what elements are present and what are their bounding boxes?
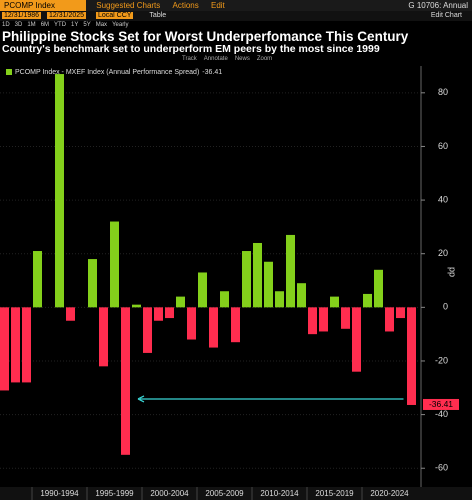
- y-axis-label: pp: [448, 267, 458, 277]
- bar: [121, 307, 130, 455]
- last-value-label: -36.41: [429, 399, 453, 409]
- period-button[interactable]: 3D: [14, 22, 23, 28]
- bar: [308, 307, 317, 335]
- x-tick-label: 1990-1994: [40, 489, 79, 498]
- bar: [352, 307, 361, 372]
- y-tick-label: 20: [438, 248, 448, 258]
- bar: [165, 307, 174, 319]
- bar: [33, 251, 42, 308]
- period-button[interactable]: 1M: [27, 22, 36, 28]
- bar: [374, 269, 383, 308]
- x-tick-label: 1995-1999: [95, 489, 134, 498]
- start-date[interactable]: 12/31/1986: [2, 12, 42, 19]
- legend-swatch: [6, 69, 12, 75]
- y-tick-label: 60: [438, 141, 448, 151]
- bar: [209, 307, 218, 348]
- bar: [143, 307, 152, 353]
- period-button[interactable]: YTD: [54, 22, 67, 28]
- chart: -60 -40 -20 0 20 40 60 80 pp 1990-1994 1995-1999 20…: [0, 66, 472, 500]
- bar: [11, 307, 20, 383]
- x-tick-label: 2000-2004: [150, 489, 189, 498]
- tool-button[interactable]: Zoom: [256, 56, 273, 62]
- menu-item[interactable]: Suggested Charts: [96, 1, 161, 10]
- bar: [110, 221, 119, 308]
- legend: PCOMP Index - MXEF Index (Annual Perform…: [6, 69, 222, 76]
- bar: [319, 307, 328, 332]
- tool-button[interactable]: Annotate: [203, 56, 228, 62]
- tool-bar: Track Annotate News Zoom: [182, 56, 279, 62]
- plot-background: [0, 66, 472, 500]
- period-button[interactable]: Yearly: [112, 22, 129, 28]
- chart-code: G 10706: Annual: [408, 1, 468, 10]
- currency[interactable]: Local CCY: [96, 12, 134, 19]
- tool-button[interactable]: Track: [182, 56, 197, 62]
- bar: [0, 307, 9, 391]
- bar: [396, 307, 405, 319]
- bar: [88, 259, 97, 308]
- bar: [330, 296, 339, 308]
- x-tick-label: 2005-2009: [205, 489, 244, 498]
- annotation-arrowhead: [137, 395, 145, 403]
- last-value-box: [423, 398, 459, 410]
- bar: [198, 272, 207, 308]
- bar: [176, 296, 185, 308]
- y-tick-label: -60: [435, 463, 448, 473]
- bar: [275, 291, 284, 308]
- period-button[interactable]: 6M: [40, 22, 50, 28]
- bar: [297, 283, 306, 308]
- bar: [231, 307, 240, 343]
- bar: [187, 307, 196, 340]
- date-bar: 12/31/1986 12/31/2025 Local CCY Table Ed…: [0, 11, 472, 21]
- bar: [22, 307, 31, 383]
- period-button[interactable]: 1Y: [71, 22, 79, 28]
- bar: [99, 307, 108, 367]
- bar: [132, 304, 141, 308]
- bar: [407, 307, 416, 405]
- bar: [385, 307, 394, 332]
- bar: [341, 307, 350, 329]
- tool-button[interactable]: News: [234, 56, 250, 62]
- y-tick-label: -40: [435, 409, 448, 419]
- x-tick-label: 2010-2014: [260, 489, 299, 498]
- table-button[interactable]: Table: [149, 12, 167, 19]
- period-button[interactable]: 1D: [2, 22, 10, 28]
- bar: [242, 251, 251, 308]
- bar: [154, 307, 163, 321]
- bar: [66, 307, 75, 321]
- legend-label: PCOMP Index - MXEF Index (Annual Perform…: [15, 69, 222, 76]
- edit-chart[interactable]: Edit Chart: [430, 12, 462, 19]
- period-button[interactable]: 5Y: [83, 22, 91, 28]
- y-tick-label: 0: [443, 302, 448, 312]
- end-date[interactable]: 12/31/2025: [47, 12, 87, 19]
- period-bar: 1D 3D 1M 6M YTD 1Y 5Y Max Yearly: [2, 21, 134, 30]
- bar: [253, 242, 262, 308]
- x-tick-label: 2020-2024: [370, 489, 409, 498]
- bar: [363, 293, 372, 308]
- legend-value: -36.41: [202, 69, 222, 76]
- bar: [286, 234, 295, 308]
- chart-subtitle: Country's benchmark set to underperform …: [2, 43, 380, 55]
- y-tick-label: 80: [438, 87, 448, 97]
- legend-name: PCOMP Index - MXEF Index (Annual Perform…: [15, 69, 199, 76]
- bar: [264, 261, 273, 308]
- x-axis-band: [0, 487, 472, 500]
- y-tick-label: -20: [435, 355, 448, 365]
- period-button[interactable]: Max: [95, 22, 108, 28]
- menu-item[interactable]: Actions: [172, 1, 199, 10]
- chart-title: Philippine Stocks Set for Worst Underper…: [2, 29, 409, 44]
- x-tick-label: 2015-2019: [315, 489, 354, 498]
- bar: [55, 74, 64, 308]
- menu-item[interactable]: Edit: [210, 1, 225, 10]
- top-bar: PCOMP Index Suggested Charts Actions Edi…: [0, 0, 472, 11]
- ticker[interactable]: PCOMP Index: [0, 0, 86, 11]
- bar: [220, 291, 229, 308]
- y-tick-label: 40: [438, 194, 448, 204]
